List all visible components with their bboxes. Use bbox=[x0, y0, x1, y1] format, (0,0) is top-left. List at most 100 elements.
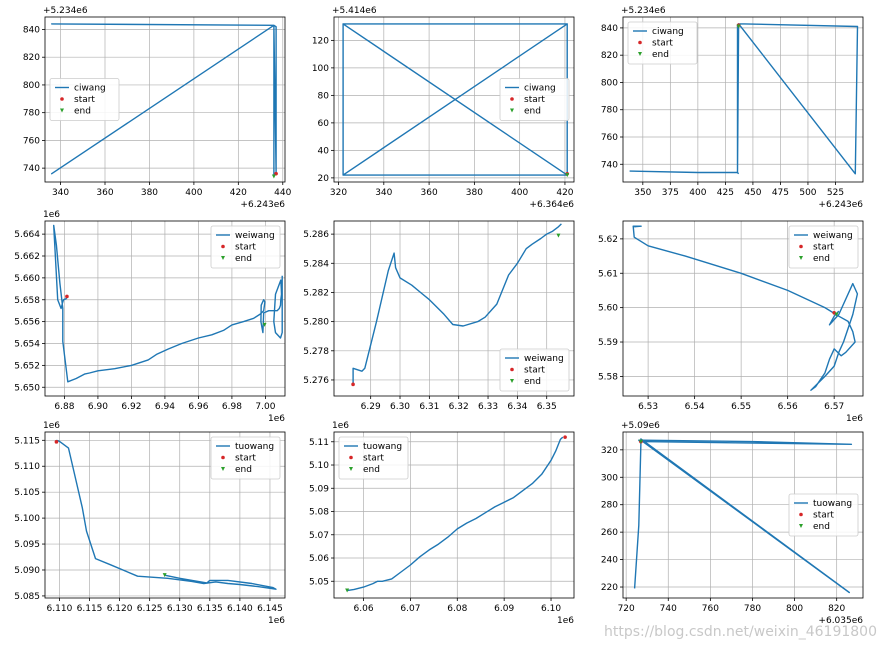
x-offset-label: 1e6 bbox=[557, 616, 574, 626]
x-tick-label: 6.32 bbox=[449, 402, 469, 412]
x-tick-label: 400 bbox=[689, 188, 706, 198]
x-tick-label: 420 bbox=[556, 188, 573, 198]
y-tick-label: 5.110 bbox=[14, 462, 40, 472]
y-tick-label: 5.282 bbox=[303, 288, 329, 298]
y-tick-label: 760 bbox=[23, 136, 40, 146]
x-offset-label: +6.243e6 bbox=[240, 200, 285, 210]
legend-label-end: end bbox=[652, 50, 669, 60]
x-offset-label: 1e6 bbox=[846, 414, 863, 424]
y-tick-label: 5.09 bbox=[309, 484, 329, 494]
legend-label-tuowang: tuowang bbox=[363, 442, 402, 452]
legend-start-swatch bbox=[60, 97, 64, 101]
y-tick-label: 820 bbox=[601, 51, 618, 61]
y-tick-label: 60 bbox=[318, 119, 330, 129]
x-tick-label: 6.110 bbox=[47, 604, 73, 614]
y-tick-label: 5.59 bbox=[598, 338, 618, 348]
x-tick-label: 350 bbox=[634, 188, 651, 198]
legend-start-swatch bbox=[510, 368, 514, 372]
x-tick-label: 6.54 bbox=[685, 402, 705, 412]
x-tick-label: 6.09 bbox=[494, 604, 514, 614]
subplot-9: 720 740 760 780 800 820 220 240 260 280 300 320 +5.0… bbox=[601, 421, 863, 626]
y-tick-label: 5.662 bbox=[14, 252, 40, 262]
x-tick-label: 6.140 bbox=[227, 604, 253, 614]
legend-label-weiwang: weiwang bbox=[235, 231, 275, 241]
y-tick-label: 5.60 bbox=[598, 304, 618, 314]
subplot-5: 6.29 6.30 6.31 6.32 6.33 6.34 6.35 5.276 5.278 5.… bbox=[303, 221, 574, 412]
x-offset-label: +6.243e6 bbox=[818, 200, 863, 210]
x-tick-label: 6.98 bbox=[222, 402, 242, 412]
x-tick-label: 340 bbox=[52, 188, 69, 198]
x-tick-label: 6.120 bbox=[107, 604, 133, 614]
legend-label-end: end bbox=[363, 465, 380, 475]
legend-label-start: start bbox=[524, 366, 545, 376]
y-tick-label: 5.650 bbox=[14, 383, 40, 393]
legend-label-end: end bbox=[74, 107, 91, 117]
legend: weiwang startend bbox=[500, 349, 569, 391]
y-tick-label: 5.095 bbox=[14, 540, 40, 550]
x-tick-label: 6.92 bbox=[121, 402, 141, 412]
legend-label-tuowang: tuowang bbox=[813, 499, 852, 509]
legend-label-start: start bbox=[363, 454, 384, 464]
x-tick-label: 400 bbox=[511, 188, 528, 198]
subplot-4: 6.88 6.90 6.92 6.94 6.96 6.98 7.00 5.650 5.652 5.… bbox=[14, 210, 285, 424]
y-tick-label: 740 bbox=[601, 160, 618, 170]
x-tick-label: 6.115 bbox=[77, 604, 103, 614]
y-tick-label: 740 bbox=[23, 164, 40, 174]
start-marker bbox=[55, 440, 59, 444]
x-tick-label: 6.34 bbox=[507, 402, 527, 412]
y-tick-label: 5.658 bbox=[14, 296, 40, 306]
legend-start-swatch bbox=[349, 456, 353, 460]
legend-label-ciwang: ciwang bbox=[524, 84, 556, 94]
y-tick-label: 5.11 bbox=[309, 438, 329, 448]
x-tick-label: 380 bbox=[466, 188, 483, 198]
legend: weiwang startend bbox=[211, 226, 280, 268]
legend: ciwangstart end bbox=[628, 22, 697, 64]
legend-label-end: end bbox=[524, 377, 541, 387]
y-tick-label: 800 bbox=[601, 78, 618, 88]
y-tick-label: 300 bbox=[601, 473, 618, 483]
x-offset-label: 1e6 bbox=[268, 616, 285, 626]
x-tick-label: 6.125 bbox=[137, 604, 163, 614]
x-tick-label: 340 bbox=[375, 188, 392, 198]
x-tick-label: 6.08 bbox=[447, 604, 467, 614]
y-tick-label: 5.100 bbox=[14, 514, 40, 524]
y-tick-label: 5.276 bbox=[303, 376, 329, 386]
x-tick-label: 6.130 bbox=[167, 604, 193, 614]
subplot-7: 6.110 6.115 6.120 6.125 6.130 6.135 6.140 6.145… bbox=[14, 421, 285, 626]
x-tick-label: 360 bbox=[96, 188, 113, 198]
x-tick-label: 425 bbox=[717, 188, 734, 198]
y-tick-label: 5.652 bbox=[14, 361, 40, 371]
y-tick-label: 5.280 bbox=[303, 318, 329, 328]
legend-start-swatch bbox=[221, 456, 225, 460]
y-tick-label: 40 bbox=[318, 146, 330, 156]
legend-label-weiwang: weiwang bbox=[813, 231, 853, 241]
y-offset-label: +5.09e6 bbox=[621, 421, 660, 431]
legend-label-end: end bbox=[524, 107, 541, 117]
x-tick-label: 360 bbox=[421, 188, 438, 198]
legend-label-weiwang: weiwang bbox=[524, 354, 564, 364]
x-tick-label: 6.57 bbox=[824, 402, 844, 412]
y-tick-label: 5.654 bbox=[14, 340, 40, 350]
legend-label-end: end bbox=[235, 465, 252, 475]
y-tick-label: 5.085 bbox=[14, 592, 40, 602]
x-tick-label: 500 bbox=[799, 188, 816, 198]
subplot-1: 340 360 380 400 420 440 740 760 780 800 820 840+5.2… bbox=[23, 6, 292, 210]
x-tick-label: 6.94 bbox=[155, 402, 175, 412]
y-tick-label: 5.62 bbox=[598, 235, 618, 245]
y-tick-label: 5.07 bbox=[309, 531, 329, 541]
x-tick-label: 6.06 bbox=[354, 604, 374, 614]
y-tick-label: 5.61 bbox=[598, 269, 618, 279]
y-tick-label: 5.115 bbox=[14, 436, 40, 446]
x-offset-label: +6.364e6 bbox=[529, 200, 574, 210]
legend-label-start: start bbox=[235, 454, 256, 464]
legend-label-tuowang: tuowang bbox=[235, 442, 274, 452]
x-tick-label: 6.53 bbox=[638, 402, 658, 412]
x-tick-label: 440 bbox=[274, 188, 291, 198]
y-tick-label: 5.278 bbox=[303, 347, 329, 357]
legend-start-swatch bbox=[221, 245, 225, 249]
